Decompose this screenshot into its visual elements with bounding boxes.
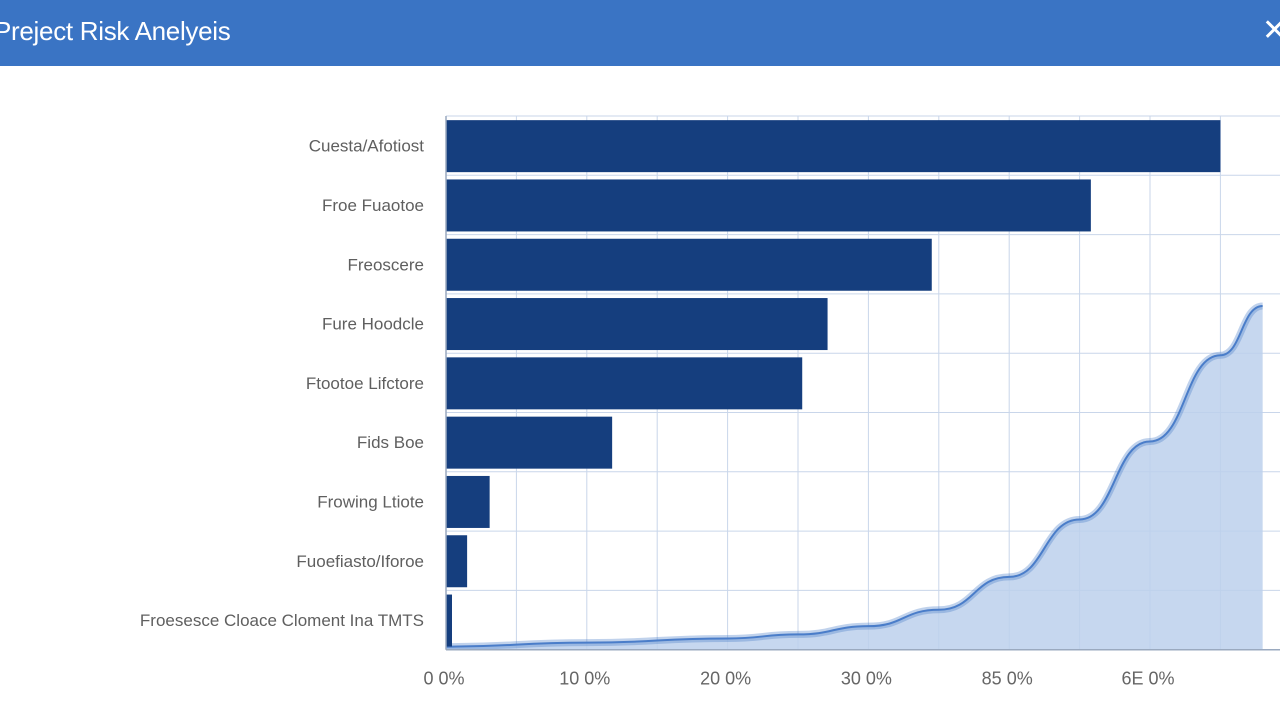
category-label-9: Froesesce Cloace Cloment Ina TMTS	[140, 611, 424, 630]
x-tick-label-2: 10 0%	[559, 669, 610, 689]
title-bar: Preject Risk Anelyeis ✕	[0, 0, 1280, 66]
bar-9	[446, 594, 452, 647]
category-label-7: Frowing Ltiote	[317, 492, 424, 511]
risk-curve-line	[445, 305, 1263, 648]
risk-chart: Cuesta/Afotiost Froe Fuaotoe Freoscere Fure…	[0, 66, 1280, 720]
category-label-8: Fuoefiasto/Iforoe	[296, 552, 424, 571]
bar-4	[446, 298, 828, 351]
x-tick-label-5: 85 0%	[982, 669, 1033, 689]
bar-2	[446, 179, 1091, 232]
category-labels: Cuesta/Afotiost Froe Fuaotoe Freoscere Fure…	[140, 137, 424, 630]
bar-8	[446, 535, 468, 588]
category-label-6: Fids Boe	[357, 433, 424, 452]
category-label-2: Froe Fuaotoe	[322, 196, 424, 215]
category-label-3: Freoscere	[347, 255, 424, 274]
x-tick-label-6: 6E 0%	[1121, 669, 1174, 689]
window-title: Preject Risk Anelyeis	[0, 16, 231, 46]
category-label-4: Fure Hoodcle	[322, 315, 424, 334]
x-tick-label-1: 0 0%	[423, 669, 464, 689]
bar-5	[446, 357, 803, 410]
x-tick-label-4: 30 0%	[841, 669, 892, 689]
bar-6	[446, 416, 613, 469]
category-label-1: Cuesta/Afotiost	[309, 137, 425, 156]
bar-1	[446, 120, 1221, 173]
risk-curve-area	[446, 306, 1263, 650]
x-tick-label-3: 20 0%	[700, 669, 751, 689]
x-tick-labels: 0 0% 10 0% 20 0% 30 0% 85 0% 6E 0%	[423, 669, 1174, 689]
axes	[445, 116, 1280, 651]
risk-curve	[445, 302, 1264, 651]
chart-svg: Cuesta/Afotiost Froe Fuaotoe Freoscere Fure…	[140, 115, 1280, 689]
bar-7	[446, 475, 490, 528]
close-icon[interactable]: ✕	[1262, 13, 1280, 48]
bar-3	[446, 238, 932, 291]
category-label-5: Ftootoe Lifctore	[306, 374, 424, 393]
bars	[446, 120, 1221, 647]
